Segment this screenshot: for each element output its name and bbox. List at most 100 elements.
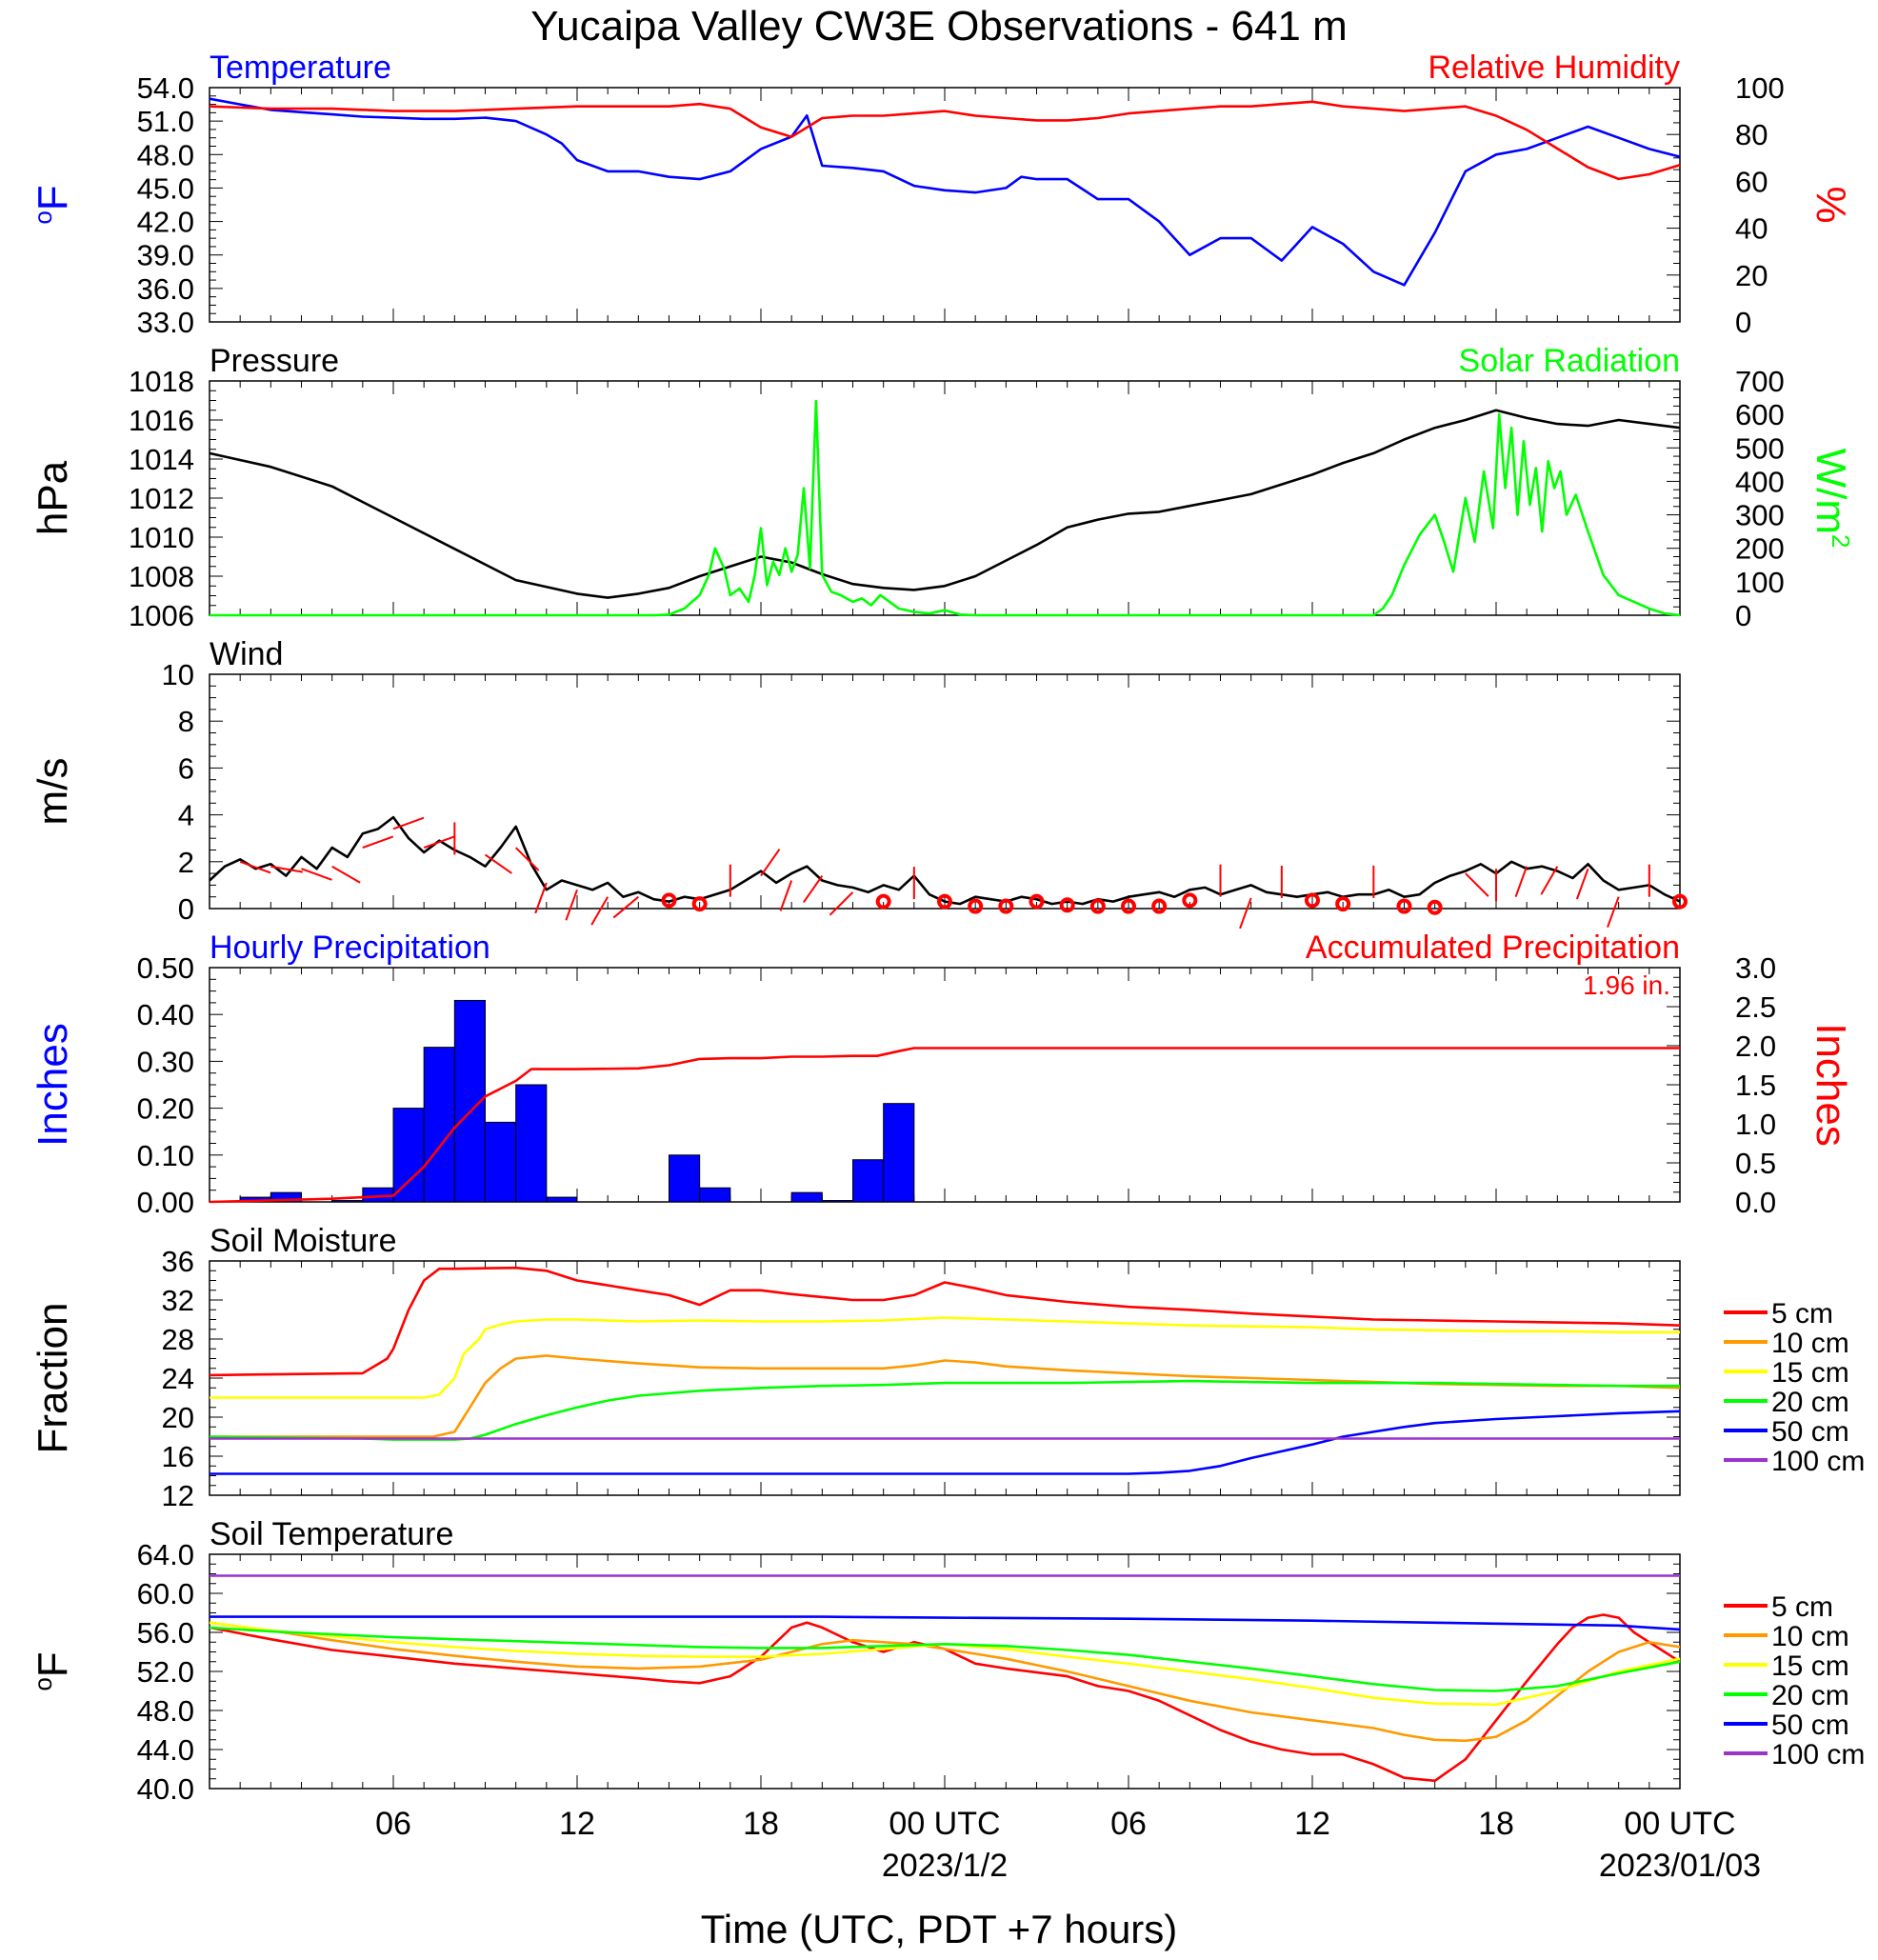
- wind-barb: [1465, 872, 1489, 897]
- calm-wind-circle: [1089, 898, 1106, 914]
- hourly-bar: [852, 1159, 885, 1203]
- y-tick-label-left: 0.20: [137, 1092, 194, 1126]
- y-tick-label-left: 4: [178, 799, 194, 832]
- y-tick-label-left: 0.00: [137, 1186, 194, 1219]
- y-tick-label-left: 48.0: [137, 138, 194, 171]
- series-line-10-cm: [210, 1354, 1681, 1438]
- wind-barb: [760, 849, 781, 877]
- y-tick-label-right: 1.0: [1735, 1108, 1776, 1141]
- y-tick-label-left: 39.0: [137, 239, 194, 272]
- series-line-20-cm: [209, 1379, 1680, 1441]
- y-tick-label-left: 0.50: [137, 951, 194, 985]
- wind-barb: [423, 835, 455, 849]
- y-tick-label-left: 40.0: [137, 1772, 194, 1806]
- y-axis-title-right: Inches: [1808, 1023, 1854, 1147]
- plot-frame: [209, 1260, 1681, 1496]
- calm-wind-circle: [1305, 892, 1320, 909]
- hourly-bar: [270, 1191, 303, 1203]
- wind-barb: [1607, 896, 1620, 928]
- wind-barb: [534, 882, 548, 914]
- panel-title-left: Hourly Precipitation: [210, 930, 490, 966]
- y-tick-label-left: 33.0: [137, 306, 194, 339]
- panel-soil_temp: 40.0 44.0 48.0 52.0 56.0 60.0 64.0 Soil Tempera…: [29, 1516, 1865, 1806]
- y-axis-title-left: Inches: [30, 1023, 76, 1147]
- y-tick-label-left: 60.0: [137, 1577, 194, 1610]
- panel-title-right: Accumulated Precipitation: [1306, 930, 1680, 966]
- calm-wind-circle: [1335, 896, 1351, 912]
- panel-title-left: Wind: [210, 636, 283, 672]
- legend-label: 15 cm: [1771, 1357, 1849, 1389]
- hourly-bar: [485, 1121, 517, 1203]
- y-tick-label-left: 8: [178, 705, 194, 738]
- panels: 33.036.039.042.045.048.051.054.002040608…: [29, 50, 1865, 1806]
- series-line-wind: [209, 815, 1681, 906]
- calm-wind-circle: [1121, 898, 1136, 914]
- y-axis-title-left: m/s: [30, 758, 76, 826]
- y-tick-label-right: 500: [1735, 431, 1785, 465]
- y-tick-label-left: 1006: [129, 599, 194, 632]
- y-tick-label-left: 20: [162, 1401, 194, 1434]
- wind-barb: [1239, 897, 1252, 930]
- plot-frame: [209, 87, 1681, 323]
- calm-wind-circle: [937, 893, 952, 910]
- calm-wind-circle: [998, 898, 1014, 914]
- y-tick-label-right: 100: [1735, 71, 1785, 105]
- wind-barb: [270, 865, 303, 873]
- panel-title-left: Soil Moisture: [210, 1223, 397, 1259]
- series-line-relative-humidity: [209, 100, 1681, 181]
- y-tick-label-left: 1016: [129, 404, 194, 437]
- y-tick-label-right: 100: [1735, 566, 1785, 599]
- series-line-50-cm: [210, 1410, 1681, 1475]
- y-tick-label-left: 6: [178, 751, 194, 785]
- y-tick-label-left: 10: [162, 658, 194, 691]
- y-tick-label-left: 24: [162, 1362, 194, 1395]
- wind-barb: [612, 895, 639, 919]
- calm-wind-circle: [661, 892, 677, 909]
- hourly-bar: [790, 1191, 823, 1203]
- legend-label: 20 cm: [1771, 1387, 1849, 1418]
- series-line-20-cm: [209, 1626, 1681, 1692]
- x-tick-label: 18: [743, 1806, 779, 1842]
- wind-barb: [301, 868, 332, 881]
- panel-title-left: Temperature: [210, 50, 391, 86]
- legend-label: 5 cm: [1771, 1298, 1833, 1330]
- wind-barb: [590, 896, 609, 926]
- y-tick-label-left: 36.0: [137, 272, 194, 306]
- wind-barb: [362, 835, 394, 849]
- y-tick-label-right: 3.0: [1735, 951, 1776, 985]
- y-tick-label-left: 1012: [129, 482, 194, 515]
- y-tick-label-left: 56.0: [137, 1616, 194, 1650]
- y-tick-label-right: 400: [1735, 465, 1785, 498]
- series-line-15-cm: [209, 1621, 1681, 1707]
- y-tick-label-left: 2: [178, 846, 194, 879]
- y-axis-title-left: Fraction: [30, 1303, 76, 1454]
- y-tick-label-left: 44.0: [137, 1733, 194, 1767]
- hourly-bar: [423, 1047, 455, 1203]
- legend-label: 100 cm: [1771, 1446, 1865, 1477]
- series-line-50-cm: [210, 1615, 1681, 1631]
- y-tick-label-left: 1014: [129, 443, 194, 476]
- figure-title: Yucaipa Valley CW3E Observations - 641 m: [530, 3, 1348, 50]
- series-line-5-cm: [209, 1266, 1681, 1377]
- superscript-2: 2: [1827, 534, 1855, 548]
- x-tick-label: 12: [559, 1806, 595, 1842]
- y-tick-label-right: 2.5: [1735, 990, 1776, 1024]
- calm-wind-circle: [1151, 898, 1168, 914]
- y-tick-label-right: 0.0: [1735, 1186, 1776, 1219]
- calm-wind-circle: [1182, 892, 1198, 909]
- y-tick-label-left: 12: [162, 1479, 194, 1512]
- panel-precip: 0.00 0.10 0.20 0.30 0.40 0.50 0.0 0.5 1.0 1.5 2.0 2…: [30, 930, 1854, 1219]
- wind-barb: [803, 874, 824, 903]
- series-line-10-cm: [209, 1621, 1681, 1743]
- legend-label: 5 cm: [1771, 1591, 1833, 1623]
- y-tick-label-right: 0: [1735, 306, 1751, 339]
- calm-wind-circle: [1672, 893, 1688, 910]
- calm-wind-circle: [1029, 893, 1045, 910]
- y-tick-label-left: 51.0: [137, 105, 194, 138]
- hourly-bar: [699, 1187, 731, 1203]
- series-line-5-cm: [209, 1613, 1681, 1783]
- y-tick-label-left: 1010: [129, 521, 194, 554]
